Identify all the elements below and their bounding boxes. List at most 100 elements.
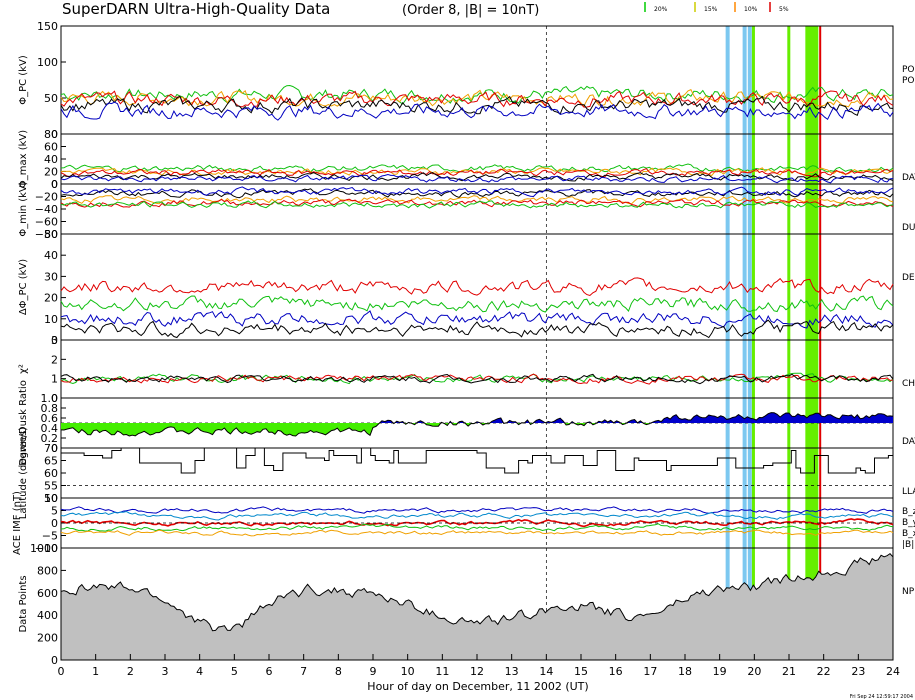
imf-line [60, 510, 894, 521]
series-blue [60, 310, 894, 329]
x-tick-label: 19 [713, 665, 727, 678]
y-axis-label: Φ_PC (kV) [18, 55, 29, 105]
y-axis-label: χ² [18, 364, 29, 374]
y-tick-label: 400 [37, 609, 58, 622]
right-label: DU [902, 223, 915, 233]
y-tick-label: 10 [44, 313, 58, 326]
imf-line [60, 529, 894, 537]
x-tick-label: 0 [58, 665, 65, 678]
y-tick-label: 3 [51, 334, 58, 347]
panel-frame [60, 339, 894, 399]
series-green [60, 163, 894, 173]
right-label: B_x [902, 529, 915, 539]
panel-4: 0 10 20 30 40 50 ΔΦ_PC (kV) DE [18, 228, 915, 347]
x-tick-label: 11 [435, 665, 449, 678]
y-tick-label: 5 [51, 505, 58, 518]
panel-frame [60, 25, 894, 135]
x-tick-label: 24 [886, 665, 900, 678]
series-green [60, 200, 894, 209]
right-label: B_z [902, 507, 915, 517]
series-blue [60, 173, 894, 184]
panel-9: 0 200 400 600 800 1000 Data Points NP [18, 542, 915, 667]
y-tick-label: 40 [44, 153, 58, 166]
ratio-fill-above [61, 412, 893, 423]
y-tick-label: 0.4 [41, 422, 59, 435]
y-tick-label: 65 [44, 455, 58, 468]
panel-3: 0−20−40−60−80 Φ_min (kV) DU [18, 178, 915, 241]
series-black [60, 319, 894, 339]
y-tick-label: 50 [44, 92, 58, 105]
figure-title: SuperDARN Ultra-High-Quality Data [62, 0, 330, 18]
right-label: |B| [902, 540, 914, 550]
y-axis-label: Φ_min (kV) [18, 181, 29, 236]
y-tick-label: 0 [51, 178, 58, 191]
series-red [60, 277, 894, 297]
y-tick-label: 0.6 [41, 412, 59, 425]
y-tick-label: 1.0 [41, 392, 59, 405]
latitude-line [61, 447, 894, 474]
x-tick-label: 23 [851, 665, 865, 678]
y-axis-label: Data Points [18, 575, 29, 632]
y-axis-label: ΔΦ_PC (kV) [18, 259, 29, 315]
y-tick-label: −40 [35, 203, 58, 216]
band-light-blue [742, 26, 747, 660]
x-tick-label: 10 [401, 665, 415, 678]
threshold-legend: 20% 15% 10% 5% [644, 2, 789, 13]
y-axis-label: ACE IMF (nT) [12, 491, 23, 555]
x-tick-label: 12 [470, 665, 484, 678]
y-axis-label: Latitude (degrees) [18, 427, 29, 519]
legend-label: 5% [779, 6, 789, 13]
band-lime [751, 26, 755, 660]
y-tick-label: 50 [44, 228, 58, 241]
ratio-line [60, 412, 894, 437]
data-points-area [60, 553, 894, 661]
series-black [60, 95, 894, 116]
panel-frame [60, 133, 894, 185]
y-tick-label: 0.8 [41, 402, 59, 415]
x-tick-label: 4 [196, 665, 203, 678]
panel-5: 0 1 2 3 χ² CH [18, 334, 915, 405]
x-tick-label: 8 [335, 665, 342, 678]
band-lime [805, 26, 819, 660]
y-tick-label: 0 [51, 334, 58, 347]
x-tick-label: 2 [127, 665, 134, 678]
y-tick-label: 55 [44, 480, 58, 493]
y-tick-label: 20 [44, 166, 58, 179]
ratio-fill-below [61, 423, 893, 436]
y-tick-label: 0 [51, 392, 58, 405]
x-tick-label: 16 [609, 665, 623, 678]
right-label: DAY [902, 173, 915, 183]
right-label: PO [902, 65, 915, 75]
y-tick-label: 1 [51, 373, 58, 386]
y-tick-label: 2 [51, 353, 58, 366]
right-label: DE [902, 273, 915, 283]
y-tick-label: −80 [35, 228, 58, 241]
y-tick-label: 70 [44, 442, 58, 455]
y-tick-label: 800 [37, 564, 58, 577]
time-bands [545, 26, 822, 660]
band-light-blue [725, 26, 730, 660]
y-tick-label: −20 [35, 191, 58, 204]
x-axis-label: Hour of day on December, 11 2002 (UT) [367, 680, 588, 693]
y-axis-label: Φ_max (kV) [18, 130, 29, 188]
band-light-blue [747, 26, 752, 660]
legend-label: 10% [744, 6, 758, 13]
y-tick-label: 0 [51, 178, 58, 191]
x-tick-label: 1 [92, 665, 99, 678]
y-tick-label: 600 [37, 587, 58, 600]
y-tick-label: 0.2 [41, 432, 59, 445]
imf-line [60, 506, 894, 514]
x-tick-label: 3 [162, 665, 169, 678]
right-label: DAY [902, 437, 915, 447]
x-tick-label: 20 [747, 665, 761, 678]
x-tick-label: 18 [678, 665, 692, 678]
legend-label: 15% [704, 6, 718, 13]
x-tick-label: 6 [266, 665, 273, 678]
right-label: LLA [902, 487, 915, 497]
series-red [60, 168, 894, 178]
x-tick-label: 15 [574, 665, 588, 678]
